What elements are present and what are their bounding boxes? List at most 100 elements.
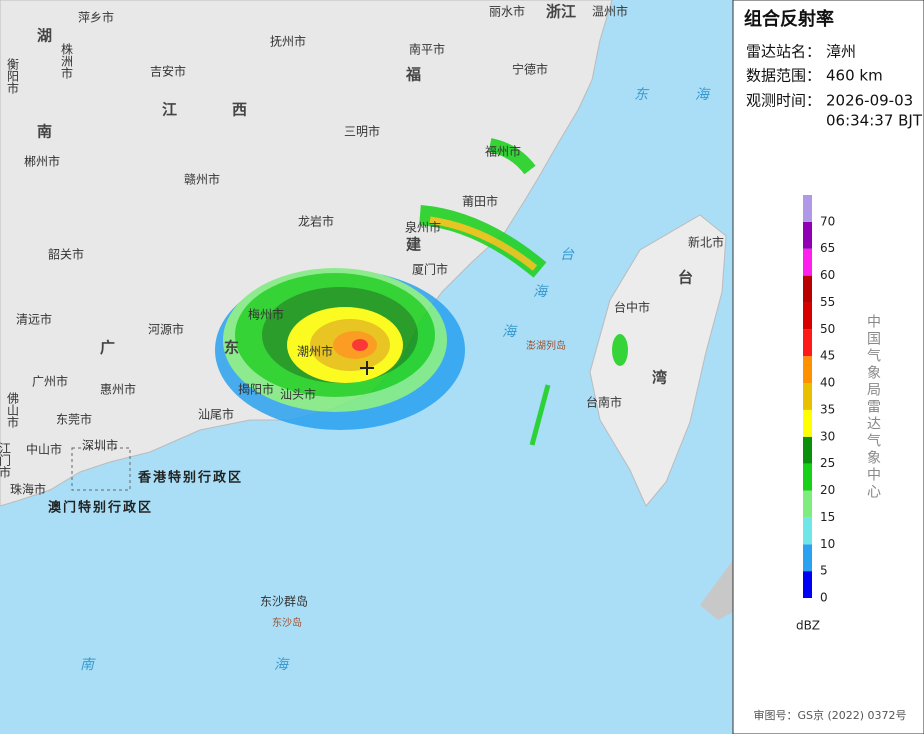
legend-swatch bbox=[803, 195, 812, 222]
map-label: 台南市 bbox=[586, 395, 622, 410]
map-label: 汕头市 bbox=[280, 387, 316, 402]
legend-tick-label: 70 bbox=[820, 214, 835, 228]
map-label: 澎湖列岛 bbox=[526, 339, 566, 352]
map-label: 三明市 bbox=[344, 124, 380, 139]
map-label: 南 bbox=[37, 123, 52, 141]
legend-swatch bbox=[803, 248, 812, 276]
map-label: 抚州市 bbox=[270, 34, 306, 49]
legend-tick-label: 10 bbox=[820, 537, 835, 551]
radar-site bbox=[360, 361, 374, 375]
map-label: 海 bbox=[502, 324, 518, 340]
time: 06:34:37 BJT bbox=[826, 112, 923, 130]
legend-tick-label: 30 bbox=[820, 429, 835, 443]
map-label: 台 bbox=[560, 247, 575, 263]
legend-tick-label: 0 bbox=[820, 591, 828, 605]
map-label: 莆田市 bbox=[462, 194, 498, 209]
map-label: 海 bbox=[533, 284, 549, 300]
map-label: 香港特别行政区 bbox=[137, 470, 243, 486]
map-label: 澳门特别行政区 bbox=[48, 500, 153, 516]
range-label: 数据范围： bbox=[746, 67, 821, 85]
legend-swatch bbox=[803, 356, 812, 384]
map-label: 湾 bbox=[652, 369, 667, 387]
map-label: 中山市 bbox=[26, 442, 62, 457]
map-label: 潮州市 bbox=[297, 344, 333, 359]
legend-tick-label: 20 bbox=[820, 483, 835, 497]
panel-bg bbox=[732, 0, 924, 735]
map-label: 福州市 bbox=[485, 144, 521, 159]
map-label: 东沙岛 bbox=[272, 616, 302, 629]
map-label: 西 bbox=[232, 101, 247, 119]
map-label: 东 bbox=[634, 87, 650, 103]
legend-swatch bbox=[803, 436, 812, 464]
map-label: 宁德市 bbox=[512, 62, 548, 77]
map-label: 湖 bbox=[37, 27, 52, 45]
hk-box bbox=[71, 447, 131, 491]
taiwan bbox=[589, 214, 727, 507]
map-label: 衡阳市 bbox=[6, 58, 20, 94]
map-label: 珠海市 bbox=[10, 482, 46, 497]
legend-swatch bbox=[803, 544, 812, 572]
map-label: 广州市 bbox=[32, 374, 68, 389]
map-label: 揭阳市 bbox=[238, 382, 274, 397]
map-label: 清远市 bbox=[16, 312, 52, 327]
map-label: 吉安市 bbox=[150, 64, 186, 79]
map-label: 惠州市 bbox=[100, 382, 136, 397]
date: 2026-09-03 bbox=[826, 92, 913, 110]
map-label: 泉州市 bbox=[405, 220, 441, 235]
range: 460 km bbox=[826, 67, 883, 85]
map-label: 株洲市 bbox=[60, 42, 74, 79]
agency: 中国气象局雷达气象中心 bbox=[865, 314, 881, 501]
legend-swatch bbox=[803, 275, 812, 303]
map-label: 浙江 bbox=[546, 3, 576, 21]
legend-swatch bbox=[803, 383, 812, 410]
map-label: 萍乡市 bbox=[78, 10, 114, 25]
map-label: 南平市 bbox=[409, 42, 445, 57]
map-label: 丽水市 bbox=[489, 4, 525, 19]
map-label: 河源市 bbox=[148, 322, 184, 337]
panel-title: 组合反射率 bbox=[744, 8, 834, 30]
legend-swatch bbox=[803, 302, 812, 330]
legend-swatch bbox=[803, 463, 812, 491]
legend-tick-label: 50 bbox=[820, 322, 835, 336]
legend-tick-label: 35 bbox=[820, 402, 835, 416]
map-label: 佛山市 bbox=[6, 392, 20, 428]
radar-echo bbox=[215, 138, 628, 446]
map-label: 汕尾市 bbox=[198, 407, 234, 422]
map-label: 建 bbox=[406, 236, 422, 254]
station: 漳州 bbox=[826, 43, 856, 61]
map-label: 南 bbox=[80, 657, 96, 673]
corner-land bbox=[700, 560, 733, 620]
legend-swatch bbox=[803, 517, 812, 545]
legend-tick-label: 55 bbox=[820, 295, 835, 309]
legend-swatch bbox=[803, 329, 812, 357]
map-label: 台中市 bbox=[614, 300, 650, 315]
panel: 组合反射率 雷达站名： 漳州 数据范围： 460 km 观测时间： 2026-0… bbox=[732, 0, 924, 735]
map-label: 海 bbox=[274, 657, 290, 673]
approval: 审图号：GS京 (2022) 0372号 bbox=[753, 708, 906, 722]
map-label: 郴州市 bbox=[24, 154, 60, 169]
map-label: 江门市 bbox=[0, 442, 12, 478]
map-label: 龙岩市 bbox=[298, 214, 334, 229]
map-label: 温州市 bbox=[592, 4, 628, 19]
legend-swatch bbox=[803, 490, 812, 518]
map-label: 韶关市 bbox=[48, 247, 84, 262]
map-label: 梅州市 bbox=[248, 307, 284, 322]
legend-swatch bbox=[803, 221, 812, 249]
legend-tick-label: 25 bbox=[820, 456, 835, 470]
map-label: 东莞市 bbox=[56, 412, 92, 427]
legend-swatch bbox=[803, 409, 812, 437]
legend-swatch bbox=[803, 571, 812, 598]
map-label: 深圳市 bbox=[82, 438, 118, 453]
map-label: 东沙群岛 bbox=[260, 594, 308, 609]
legend-tick-label: 5 bbox=[820, 564, 828, 578]
legend-tick-label: 45 bbox=[820, 349, 835, 363]
map-label: 赣州市 bbox=[184, 172, 220, 187]
legend-tick-label: 40 bbox=[820, 376, 835, 390]
station-label: 雷达站名： bbox=[746, 43, 821, 61]
map-label: 广 bbox=[100, 339, 115, 357]
legend-unit: dBZ bbox=[796, 619, 820, 633]
map-label: 台 bbox=[678, 269, 693, 287]
map-label: 新北市 bbox=[688, 235, 724, 250]
map: 萍乡市 丽水市 浙江 温州市湖衡阳市 株洲市抚州市南平市吉安市福宁德市东 海江 西南 三明市郴… bbox=[0, 0, 733, 734]
